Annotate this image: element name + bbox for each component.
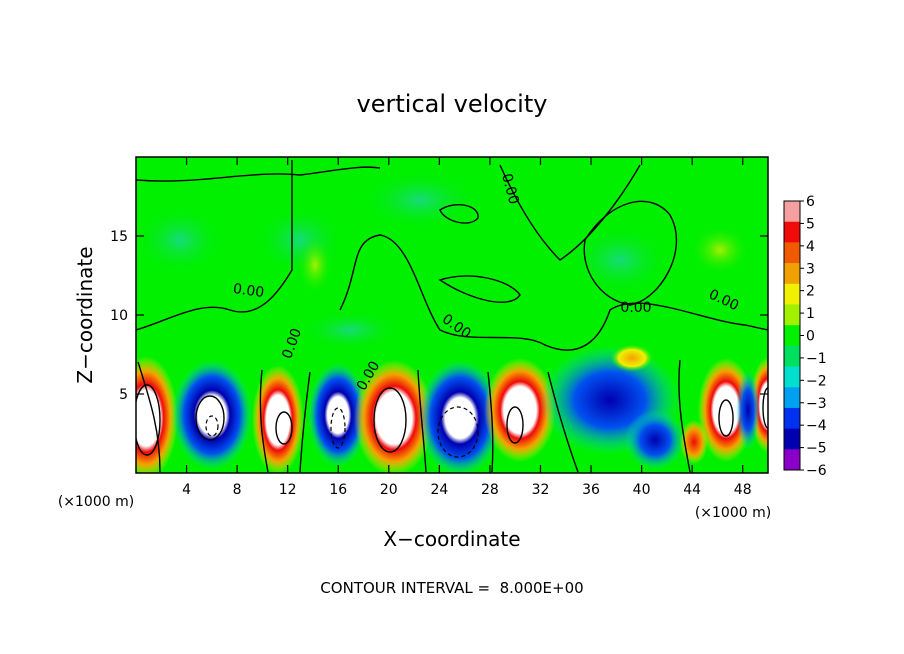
colorbar-label: −5 [806,441,827,457]
y-tick-label: 10 [110,308,128,324]
contour-label: 0.00 [620,300,651,316]
colorbar-label: 4 [806,239,815,255]
zero-contour [438,275,521,303]
contour-label: 0.00 [232,281,265,301]
negative-contours [205,406,479,458]
colorbar-swatch [784,407,800,430]
core-contour [762,387,768,429]
colorbar-label: −4 [806,418,827,434]
x-tick-label: 32 [532,482,550,498]
chart-title: vertical velocity [357,90,548,118]
colorbar-label: −3 [806,396,827,412]
y-axis: 5 10 15 [110,229,768,403]
colorbar-swatch [784,263,800,285]
zero-contour [299,371,311,473]
field-patch [300,310,400,350]
x-tick-label: 4 [182,482,191,498]
core-contour [437,406,479,458]
colorbar-swatch [784,387,800,409]
x-unit-right: (×1000 m) [695,505,771,521]
core-contour [205,415,219,437]
colorbar-swatch [784,221,800,243]
x-tick-label: 8 [233,482,242,498]
x-tick-label: 24 [430,482,448,498]
core-contour [195,395,225,441]
colorbar-swatch [784,283,800,305]
y-axis-label: Z−coordinate [73,246,97,383]
x-tick-label: 44 [683,482,701,498]
colorbar-swatch [784,345,800,368]
zero-contour [583,200,678,306]
field-patch [690,225,750,275]
colorbar-swatch [784,366,800,388]
downdraft-cell [736,370,760,450]
downdraft-cell [308,363,368,467]
colorbar-swatch [784,428,800,450]
zero-contour [499,164,641,261]
colorbar-label: 0 [806,329,815,345]
core-contour [506,406,524,444]
y-tick-label: 15 [110,229,128,245]
updraft-cell [136,356,178,473]
colorbar-swatch [784,242,800,264]
downdraft-cell [418,360,502,473]
field-patch [360,170,480,230]
plot-area: 0.00 0.00 0.00 0.00 0.00 0.00 0.00 [136,157,768,473]
zero-contour [487,371,494,473]
x-tick-label: 40 [633,482,651,498]
downdraft-cell [625,410,685,470]
colorbar-label: 6 [806,194,815,210]
zero-contour [547,371,579,473]
field-patch [297,235,333,295]
contour-label: 0.00 [498,172,522,206]
colorbar-label: 1 [806,306,815,322]
updraft-cell [354,360,434,473]
core-contour [330,407,346,449]
downdraft-cell [172,360,252,470]
updraft-cell [252,365,304,473]
y-tick-label: 5 [119,387,128,403]
zero-contour [439,204,479,224]
zero-contour [678,359,691,473]
zero-contour [259,369,269,473]
x-axis: 4 8 12 16 20 24 28 32 36 40 44 48 [182,157,752,498]
x-unit-left: (×1000 m) [58,494,134,510]
contour-lines [136,160,768,473]
updraft-cell [610,344,654,372]
x-tick-label: 36 [582,482,600,498]
zero-contour [137,361,161,473]
x-tick-label: 48 [734,482,752,498]
x-axis-label: X−coordinate [383,527,520,551]
colorbar-label: −6 [806,463,827,479]
x-tick-label: 20 [380,482,398,498]
colorbar-swatch [784,304,800,326]
colorbar: 6 5 4 3 2 1 0 −1 −2 −3 −4 −5 −6 [783,194,827,479]
zero-contour [339,234,768,351]
colorbar-swatch [784,325,800,347]
core-contour [136,384,161,456]
zero-contour [417,369,427,473]
x-tick-label: 28 [481,482,499,498]
x-tick-label: 16 [329,482,347,498]
zero-contour [136,160,293,331]
field-patch [136,205,225,275]
colorbar-swatch [784,449,800,471]
core-contour [718,399,734,437]
colorbar-label: −1 [806,351,827,367]
colorbar-label: 5 [806,216,815,232]
colorbar-label: −2 [806,373,827,389]
zero-contour [136,166,381,182]
colorbar-swatch [784,201,800,223]
contour-interval-note: CONTOUR INTERVAL = 8.000E+00 [320,579,583,597]
colorbar-label: 2 [806,284,815,300]
x-tick-label: 12 [279,482,297,498]
field-patch [570,225,670,295]
core-contour [275,411,293,445]
core-contour [373,387,407,453]
colorbar-label: 3 [806,261,815,277]
